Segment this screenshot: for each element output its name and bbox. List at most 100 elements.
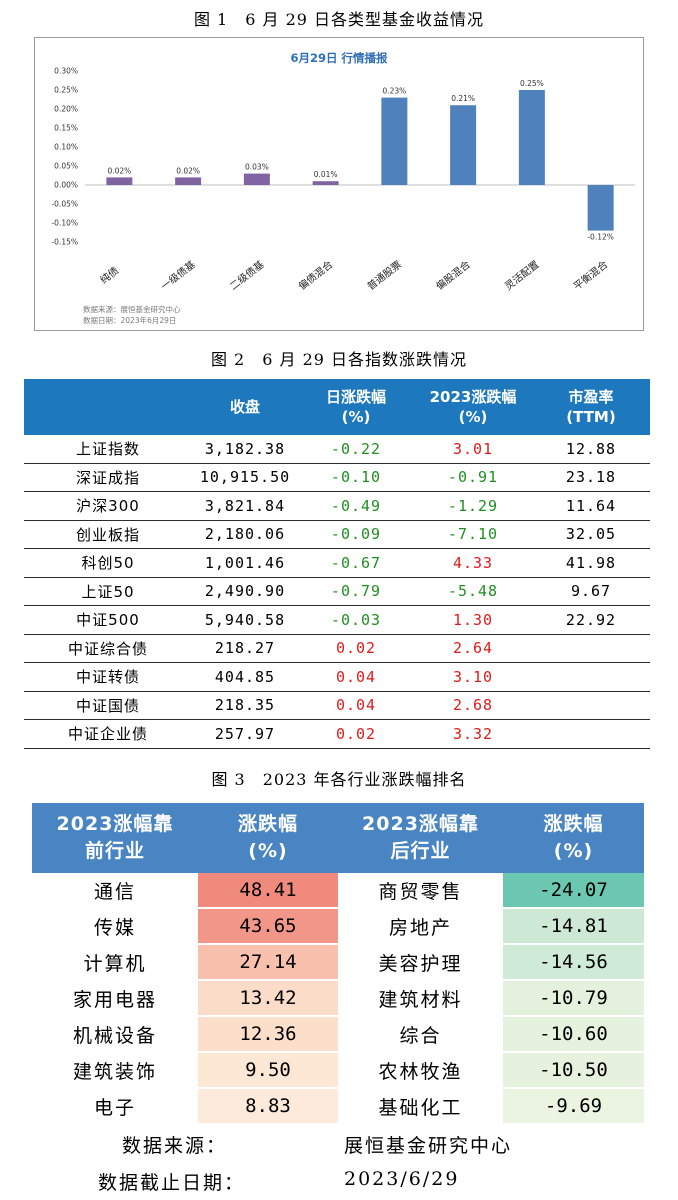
y-tick-label: 0.10% [54,143,78,152]
bottom-industry-name: 综合 [338,1016,503,1053]
bar-value-label: 0.02% [176,166,200,175]
index-ytd-change: 1.30 [414,605,532,635]
footer-source-value: 展恒基金研究中心 [344,1135,513,1157]
top-industry-name: 电子 [32,1088,198,1125]
industry-row: 计算机 27.14 美容护理 -14.56 [32,944,644,981]
index-close: 218.35 [192,691,298,720]
header-top-industries: 2023涨幅靠 前行业 [32,803,198,873]
top-industry-change: 8.83 [198,1088,338,1125]
index-pe: 32.05 [532,520,650,549]
fund-returns-chart: 6月29日 行情播报 0.30% 0.25% 0.20% 0.15% 0.10% 0.05… [34,37,644,331]
bar-value-label: 0.01% [314,170,338,179]
index-name: 上证指数 [24,435,192,464]
y-tick-label: -0.05% [51,200,78,209]
bottom-industry-change: -14.56 [503,944,644,981]
index-name: 中证转债 [24,662,192,692]
bar-chart-svg: 0.30% 0.25% 0.20% 0.15% 0.10% 0.05% 0.00% -0.05… [51,67,635,293]
bottom-industry-change: -14.81 [503,908,644,945]
y-tick-label: 0.05% [54,162,78,171]
index-row: 创业板指 2,180.06 -0.09 -7.10 32.05 [24,520,650,549]
index-pe [532,662,650,692]
index-daily-change: -0.79 [298,577,414,606]
footer-source-label: 数据来源： [122,1135,228,1157]
footer-date-label: 数据截止日期： [98,1172,246,1194]
index-daily-change: 0.02 [298,634,414,663]
category-label: 普通股票 [364,258,404,293]
index-ytd-change: 4.33 [414,548,532,578]
bar-value-label: 0.25% [520,79,544,88]
industry-table-block: 2023涨幅靠 前行业 涨跌幅 (%) 2023涨幅靠 后行业 涨跌幅 (%) 通信 48… [32,803,644,1125]
top-industry-change: 43.65 [198,908,338,945]
y-tick-label: -0.15% [51,238,78,247]
header-daily-change: 日涨跌幅 (%) [298,379,414,435]
index-pe [532,691,650,720]
top-industry-change: 27.14 [198,944,338,981]
top-industry-name: 家用电器 [32,980,198,1017]
index-ytd-change: -1.29 [414,491,532,521]
bar [106,177,133,185]
index-close: 1,001.46 [192,548,298,578]
index-ytd-change: 2.64 [414,634,532,663]
index-ytd-change: 3.32 [414,719,532,749]
header-pe: 市盈率 (TTM) [532,379,650,435]
index-pe: 9.67 [532,577,650,606]
header-daily-line2: (%) [341,408,371,426]
header-chg2-line2: (%) [553,840,594,862]
bar-value-label: -0.12% [587,233,614,242]
header-bottom-industries: 2023涨幅靠 后行业 [338,803,503,873]
index-row: 深证成指 10,915.50 -0.10 -0.91 23.18 [24,463,650,492]
bar [450,105,477,185]
category-label: 偏债混合 [296,258,336,293]
industry-row: 传媒 43.65 房地产 -14.81 [32,908,644,945]
index-ytd-change: 3.01 [414,435,532,464]
index-pe: 12.88 [532,435,650,464]
index-close: 404.85 [192,662,298,692]
header-daily-line1: 日涨跌幅 [325,388,386,406]
index-close: 10,915.50 [192,463,298,492]
bottom-industry-change: -24.07 [503,873,644,909]
index-name: 上证50 [24,577,192,606]
bar [175,177,202,185]
top-industry-name: 建筑装饰 [32,1052,198,1089]
chart-source: 数据来源：展恒基金研究中心 [83,305,181,314]
bottom-industry-name: 建筑材料 [338,980,503,1017]
index-performance-table: 收盘 日涨跌幅 (%) 2023涨跌幅 (%) 市盈率 (TTM) 上证指数 3,182… [24,379,650,749]
chart-date: 数据日期：2023年6月29日 [83,316,177,325]
index-ytd-change: 3.10 [414,662,532,692]
header-index-name [24,379,192,435]
header-top-line2: 前行业 [84,840,145,862]
index-name: 深证成指 [24,463,192,492]
index-ytd-change: -7.10 [414,520,532,549]
bottom-industry-name: 农林牧渔 [338,1052,503,1089]
footer-date-value: 2023/6/29 [344,1168,460,1190]
bar-value-label: 0.03% [245,163,269,172]
header-close-label: 收盘 [229,398,260,416]
index-name: 中证500 [24,605,192,635]
category-label: 偏股混合 [433,258,473,293]
index-row: 中证转债 404.85 0.04 3.10 [24,662,650,692]
y-tick-label: 0.20% [54,105,78,114]
index-close: 2,180.06 [192,520,298,549]
index-daily-change: 0.04 [298,662,414,692]
index-close: 218.27 [192,634,298,663]
industry-row: 电子 8.83 基础化工 -9.69 [32,1088,644,1125]
industry-row: 机械设备 12.36 综合 -10.60 [32,1016,644,1053]
index-pe: 22.92 [532,605,650,635]
index-name: 科创50 [24,548,192,578]
index-name: 沪深300 [24,491,192,521]
index-close: 3,182.38 [192,435,298,464]
y-tick-label: 0.00% [54,181,78,190]
industry-ranking-table: 2023涨幅靠 前行业 涨跌幅 (%) 2023涨幅靠 后行业 涨跌幅 (%) 通信 48… [32,803,644,1125]
industry-row: 建筑装饰 9.50 农林牧渔 -10.50 [32,1052,644,1089]
top-industry-change: 48.41 [198,873,338,909]
index-name: 中证综合债 [24,634,192,663]
bottom-industry-name: 房地产 [338,908,503,945]
index-close: 257.97 [192,719,298,749]
index-table-block: 收盘 日涨跌幅 (%) 2023涨跌幅 (%) 市盈率 (TTM) 上证指数 3,182… [24,379,650,749]
index-daily-change: -0.49 [298,491,414,521]
industry-row: 家用电器 13.42 建筑材料 -10.79 [32,980,644,1017]
index-daily-change: 0.02 [298,719,414,749]
index-pe [532,634,650,663]
index-table-header: 收盘 日涨跌幅 (%) 2023涨跌幅 (%) 市盈率 (TTM) [24,379,650,435]
header-top-line1: 2023涨幅靠 [56,813,174,835]
